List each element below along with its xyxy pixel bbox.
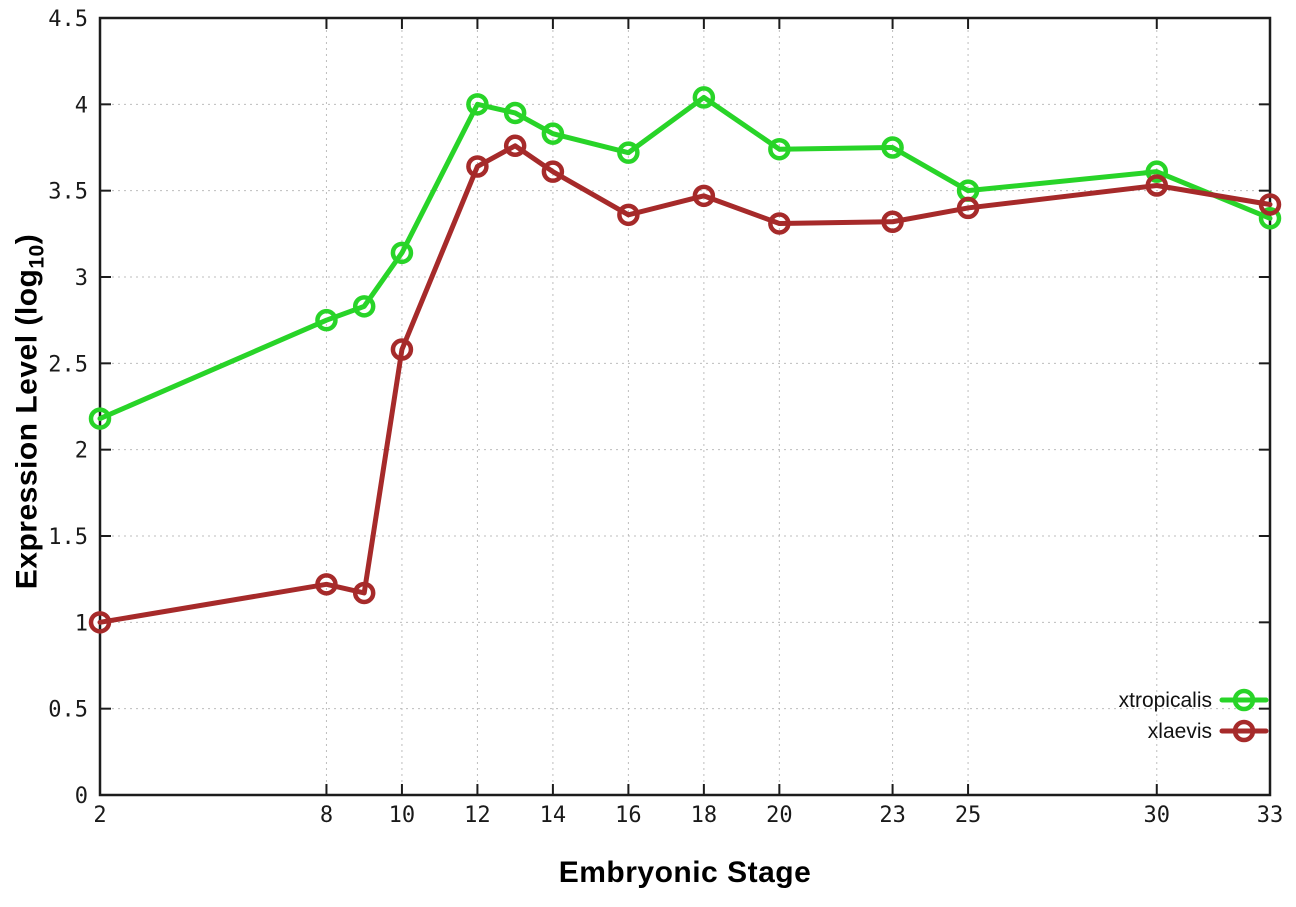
legend-label-xtropicalis: xtropicalis [1119, 689, 1212, 712]
x-tick-label: 20 [766, 803, 793, 828]
data-point-marker-xtropicalis [466, 93, 489, 116]
data-point-marker-xlaevis [1258, 193, 1282, 216]
x-tick-label: 18 [691, 803, 718, 828]
data-point-marker-xlaevis [617, 203, 640, 227]
data-point-marker-xlaevis [503, 134, 527, 158]
data-point-marker-xtropicalis [881, 136, 904, 159]
x-tick-label: 12 [464, 803, 491, 828]
data-point-marker-xlaevis [692, 184, 716, 208]
data-point-marker-xlaevis [881, 210, 904, 233]
data-point-marker-xtropicalis [503, 101, 527, 125]
data-point-marker-xtropicalis [768, 137, 791, 161]
series-line-xlaevis [97, 143, 1273, 625]
data-point-marker-xlaevis [352, 581, 376, 605]
x-tick-label: 14 [540, 803, 567, 828]
data-point-marker-xlaevis [390, 338, 414, 361]
y-axis-title-text: Expression Level (log [10, 268, 44, 590]
y-tick-label: 2.5 [48, 352, 88, 377]
y-tick-label: 0.5 [48, 698, 88, 723]
data-point-marker-xtropicalis [88, 407, 112, 430]
y-axis-title-suffix: ) [10, 233, 44, 245]
legend-sample-marker-xlaevis [1232, 719, 1256, 743]
data-point-marker-xlaevis [1145, 174, 1169, 197]
data-point-marker-xlaevis [956, 196, 980, 220]
y-tick-label: 2 [75, 439, 88, 464]
x-tick-label: 2 [93, 803, 106, 828]
y-tick-label: 4 [75, 93, 88, 118]
data-point-marker-xtropicalis [1258, 207, 1282, 230]
data-point-marker-xtropicalis [315, 308, 338, 332]
y-axis-title-subscript: 10 [25, 244, 49, 269]
legend-sample-marker-xtropicalis [1232, 688, 1256, 712]
data-point-marker-xtropicalis [617, 141, 640, 164]
x-axis-title: Embryonic Stage [558, 856, 812, 889]
y-axis-title: Expression Level (log10) [11, 12, 50, 812]
x-tick-label: 10 [389, 803, 416, 828]
y-tick-label: 4.5 [48, 7, 88, 32]
x-tick-label: 23 [879, 803, 906, 828]
data-point-marker-xtropicalis [692, 86, 716, 109]
data-point-marker-xlaevis [88, 611, 112, 634]
data-point-marker-xlaevis [315, 573, 338, 596]
y-tick-label: 1 [75, 611, 88, 636]
data-point-marker-xlaevis [541, 160, 565, 183]
data-point-marker-xtropicalis [390, 241, 414, 265]
x-tick-label: 33 [1257, 803, 1284, 828]
legend-label-xlaevis: xlaevis [1148, 720, 1212, 743]
series-line-xtropicalis [97, 94, 1273, 422]
x-tick-label: 25 [955, 803, 982, 828]
data-point-marker-xtropicalis [352, 295, 376, 318]
x-tick-label: 8 [320, 803, 333, 828]
data-point-marker-xtropicalis [541, 122, 565, 145]
x-tick-label: 30 [1144, 803, 1171, 828]
y-tick-label: 0 [75, 784, 88, 809]
data-point-marker-xlaevis [768, 212, 791, 235]
y-tick-label: 3.5 [48, 180, 88, 205]
y-tick-label: 3 [75, 266, 88, 291]
x-tick-label: 16 [615, 803, 642, 828]
data-point-marker-xtropicalis [1145, 160, 1169, 183]
data-point-marker-xlaevis [466, 155, 489, 178]
y-tick-label: 1.5 [48, 525, 88, 550]
plot-border [98, 16, 1272, 797]
